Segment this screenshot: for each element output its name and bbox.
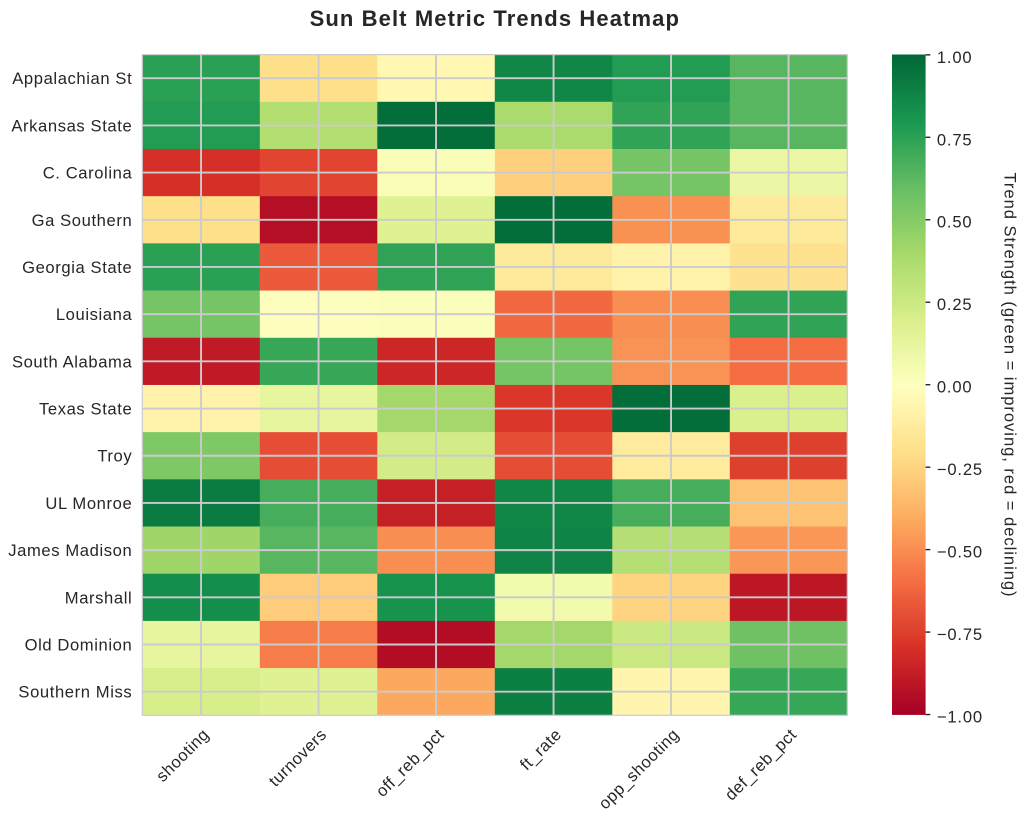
svg-text:Appalachian St: Appalachian St bbox=[12, 69, 132, 88]
svg-text:Southern Miss: Southern Miss bbox=[18, 683, 132, 702]
svg-text:1.00: 1.00 bbox=[937, 48, 973, 67]
svg-text:South Alabama: South Alabama bbox=[12, 352, 133, 371]
svg-text:C. Carolina: C. Carolina bbox=[43, 164, 133, 183]
svg-text:Arkansas State: Arkansas State bbox=[11, 116, 132, 135]
svg-text:0.75: 0.75 bbox=[937, 130, 973, 149]
svg-text:Sun Belt Metric Trends Heatmap: Sun Belt Metric Trends Heatmap bbox=[310, 6, 680, 31]
svg-text:0.25: 0.25 bbox=[937, 295, 973, 314]
svg-text:Troy: Troy bbox=[97, 447, 132, 466]
svg-text:Texas State: Texas State bbox=[39, 400, 132, 419]
svg-text:−1.00: −1.00 bbox=[937, 708, 983, 727]
svg-text:−0.75: −0.75 bbox=[937, 625, 983, 644]
svg-text:UL Monroe: UL Monroe bbox=[45, 494, 132, 513]
svg-text:James Madison: James Madison bbox=[8, 541, 132, 560]
svg-text:0.00: 0.00 bbox=[937, 378, 973, 397]
svg-text:Georgia State: Georgia State bbox=[22, 258, 132, 277]
svg-text:Old Dominion: Old Dominion bbox=[25, 635, 133, 654]
svg-text:−0.50: −0.50 bbox=[937, 543, 983, 562]
svg-text:0.50: 0.50 bbox=[937, 213, 973, 232]
svg-text:Marshall: Marshall bbox=[65, 588, 133, 607]
svg-text:Louisiana: Louisiana bbox=[56, 305, 133, 324]
svg-text:Trend Strength (green = improv: Trend Strength (green = improving, red =… bbox=[1000, 172, 1019, 597]
svg-text:Ga Southern: Ga Southern bbox=[32, 211, 133, 230]
svg-text:−0.25: −0.25 bbox=[937, 460, 983, 479]
